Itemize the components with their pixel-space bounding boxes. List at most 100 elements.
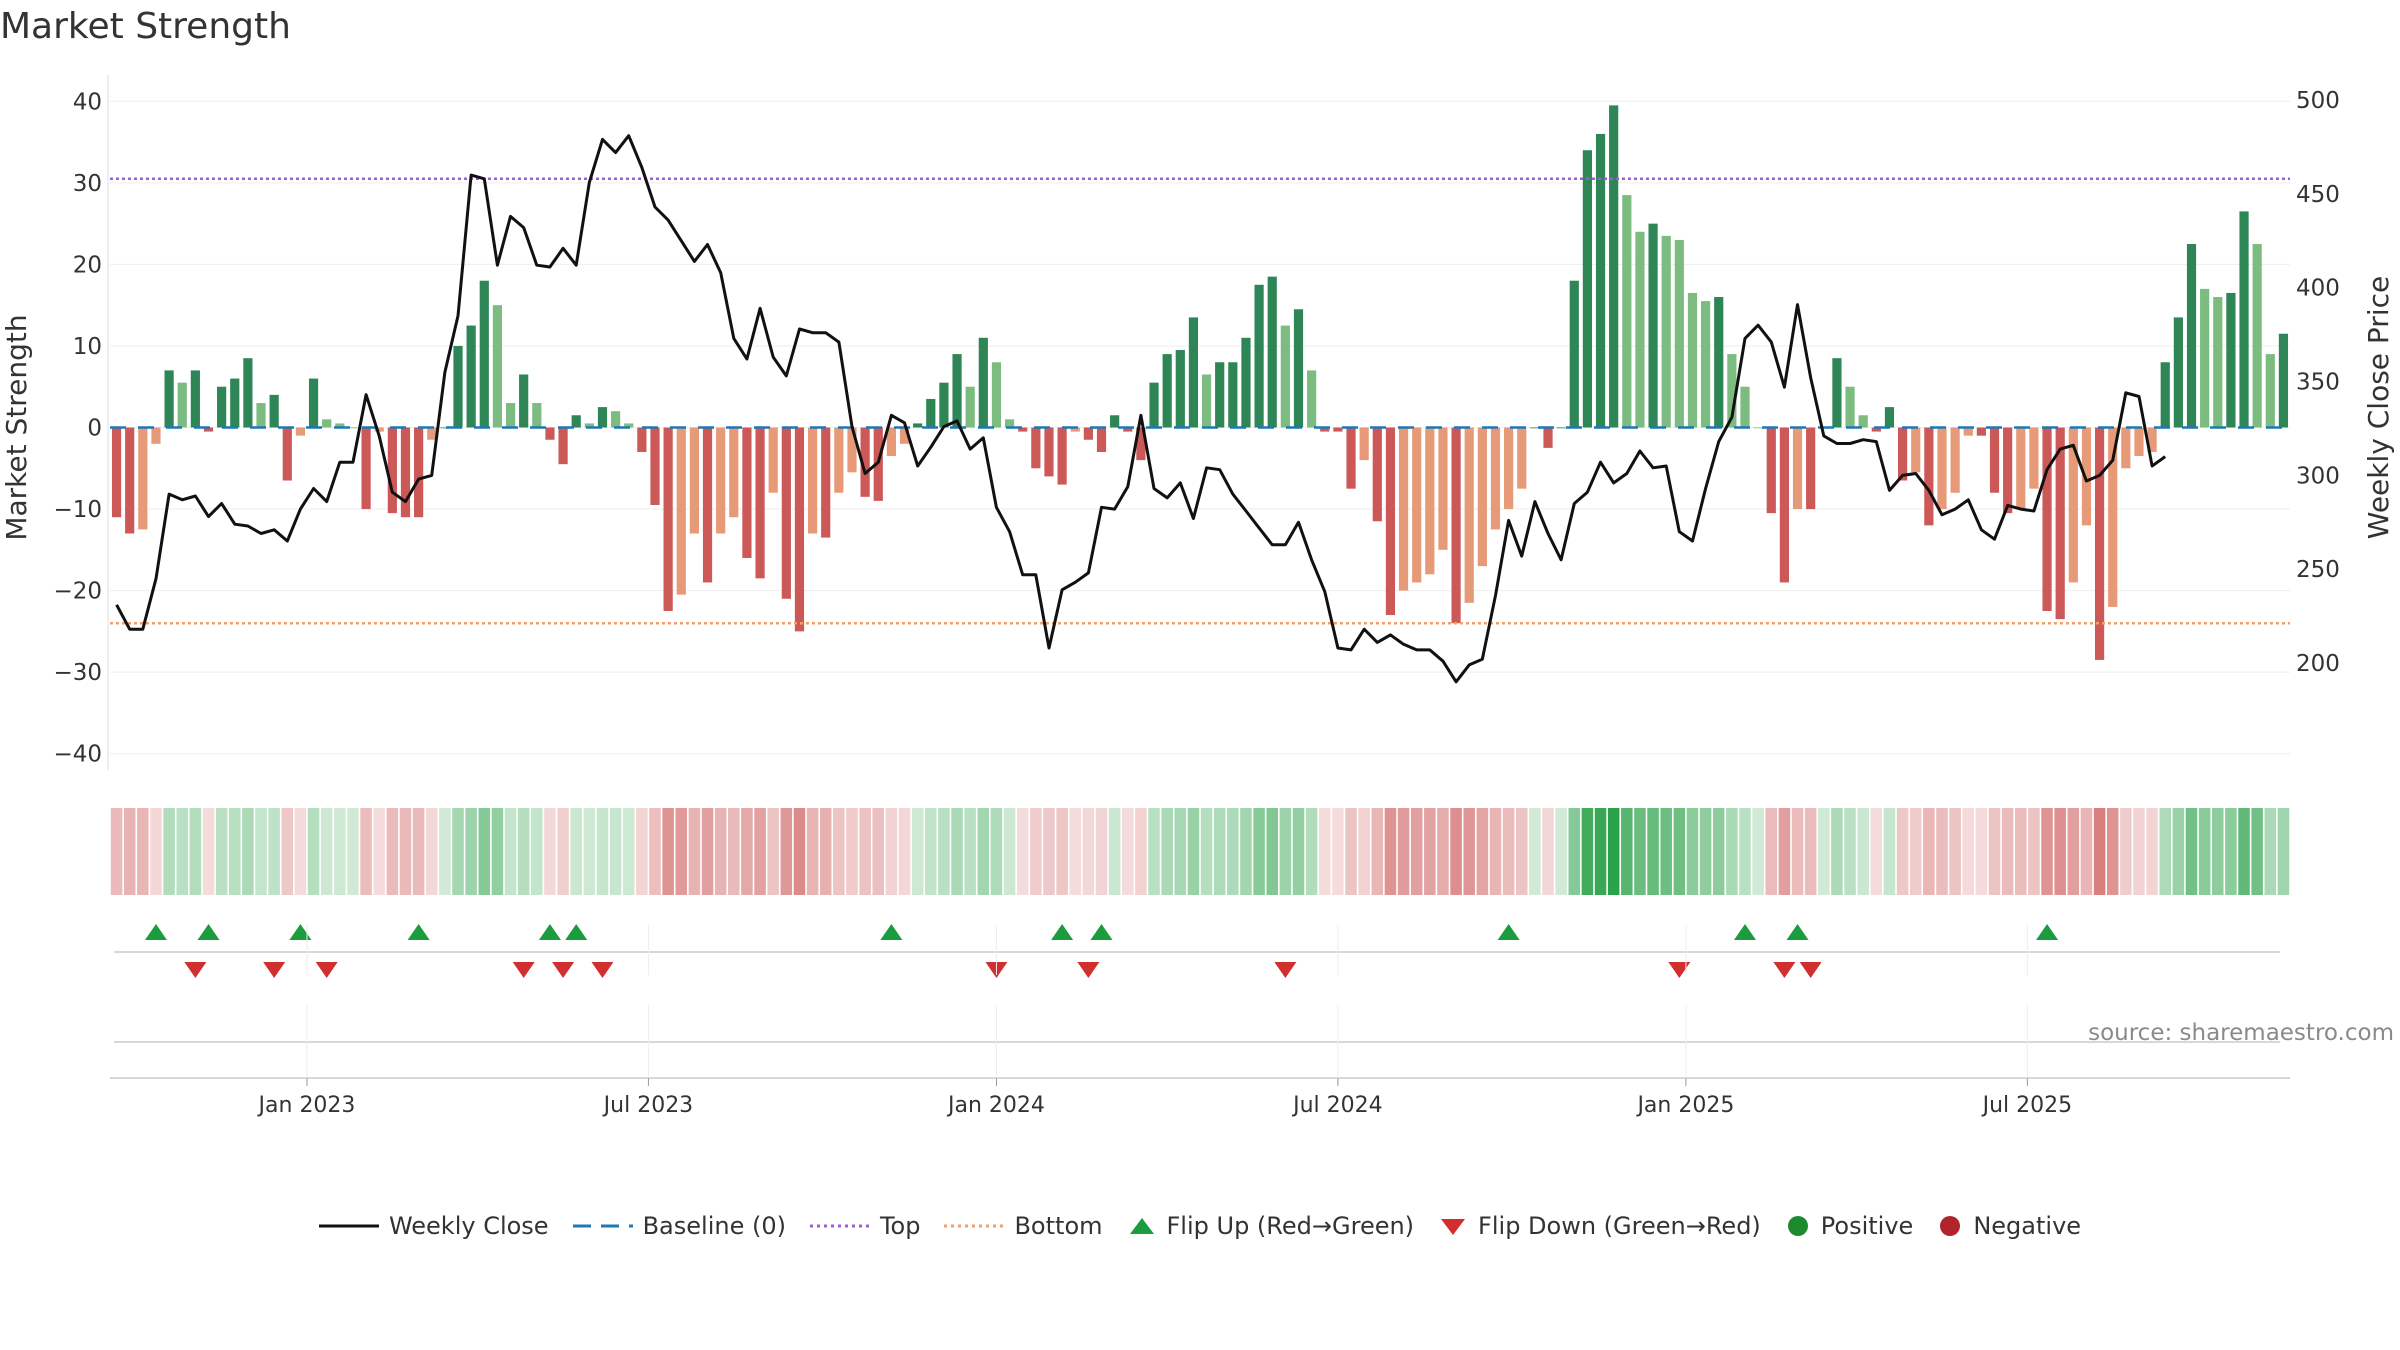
heat-cell [281,808,294,895]
heat-cell [1804,808,1817,895]
strength-heat-strip [110,808,2290,895]
heat-cell [2238,808,2250,895]
heat-cell [2001,808,2014,895]
heat-cell [570,808,582,895]
weekly-close-path [115,134,2167,684]
heat-cell [242,808,254,895]
heat-cell [2054,808,2066,895]
heat-cell [1148,808,1160,895]
heat-cell [1726,808,1738,895]
heat-cell [2080,808,2093,895]
heat-cell [202,808,215,895]
y-tick-label: −40 [53,742,102,768]
flip-down-marker [512,962,535,978]
strength-bar [1530,427,1540,429]
heat-cell [189,808,202,895]
strength-bar [1845,386,1855,428]
heat-cell [688,808,701,895]
heat-cell [1095,808,1108,895]
heat-cell [583,808,596,895]
heat-cell [1069,808,1082,895]
heat-cell [1949,808,1961,895]
heat-cell [2106,808,2119,895]
heat-cell [1056,808,1068,895]
heat-cell [123,808,136,895]
flip-up-marker [1090,924,1113,940]
strength-bar [1201,374,1212,428]
x-tick-label: Jan 2023 [257,1093,356,1118]
y-tick-label: 40 [73,89,102,115]
flip-up-marker [407,924,430,940]
strength-bar [2094,427,2105,660]
heat-cell [2198,808,2211,895]
flip-down-marker [1077,962,1100,978]
heat-cell [1791,808,1804,895]
flip-down-marker [184,962,207,978]
heat-cell [1003,808,1016,895]
strength-bar [230,378,240,428]
heat-cell [819,808,832,895]
heat-cell [1279,808,1292,895]
heat-cell [990,808,1003,895]
flip-markers [114,924,2280,978]
heat-cell [1174,808,1187,895]
y2-tick-label: 350 [2296,370,2340,396]
strength-bar [1950,427,1960,493]
strength-bar [978,337,988,428]
strength-bar [282,427,292,481]
y2-axis-title: Weekly Close Price [2362,276,2395,539]
heat-cell [1844,808,1856,895]
heat-cell [1634,808,1646,895]
strength-bar [111,427,122,518]
strength-bar [519,374,529,428]
strength-bar [1517,427,1527,489]
strength-bar [1924,427,1934,526]
flip-up-marker [289,924,312,940]
strength-bar [1806,427,1816,510]
heat-cell [478,808,491,895]
heat-cell [360,808,372,895]
strength-bar [702,427,713,583]
heat-cell [1318,808,1331,895]
heat-cell [228,808,241,895]
strength-bar [1267,276,1277,428]
heat-cell [334,808,346,895]
heat-cell [268,808,280,895]
heat-cell [1108,808,1121,895]
strength-bar [781,427,791,599]
heat-cell [1831,808,1843,895]
legend-label: Flip Down (Green→Red) [1478,1212,1761,1240]
strength-bar [1398,427,1409,591]
heat-cell [1135,808,1147,895]
flip-down-marker [263,962,286,978]
heat-cell [1712,808,1725,895]
heat-cell [2277,808,2290,895]
heat-cell [1253,808,1265,895]
strength-bar [1556,427,1566,429]
strength-bar [1110,415,1120,428]
strength-bar [729,427,739,518]
heat-cell [439,808,451,895]
legend-item-positive: Positive [1785,1212,1913,1240]
y2-tick-label: 300 [2296,463,2340,489]
strength-bar [1057,427,1067,485]
strength-bar [1963,427,1973,436]
strength-bar [1083,427,1093,440]
strength-bar [2042,427,2052,611]
strength-bar [2003,427,2013,514]
heat-cell [1975,808,1988,895]
strength-bar [650,427,660,505]
strength-bar [1438,427,1448,550]
heat-cell [1818,808,1830,895]
strength-bar [1648,223,1658,428]
y2-tick-label: 200 [2296,651,2340,677]
strength-bar [2252,244,2262,428]
flip-down-marker [1799,962,1822,978]
heat-cell [294,808,307,895]
strength-bar [1477,427,1487,567]
strength-bar [2186,244,2197,428]
heat-cell [1923,808,1935,895]
heat-cell [1568,808,1581,895]
flip-up-marker [538,924,561,940]
